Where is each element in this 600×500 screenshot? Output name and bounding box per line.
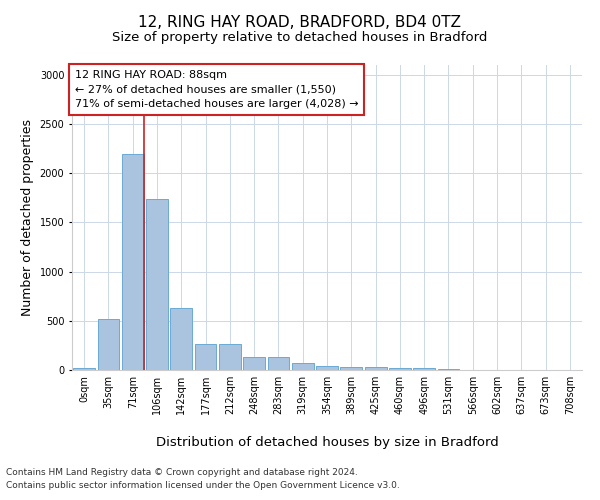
Bar (73, 368, 95, 370)
Text: Size of property relative to detached houses in Bradford: Size of property relative to detached ho… (112, 31, 488, 44)
Text: Distribution of detached houses by size in Bradford: Distribution of detached houses by size … (155, 436, 499, 449)
Text: 12, RING HAY ROAD, BRADFORD, BD4 0TZ: 12, RING HAY ROAD, BRADFORD, BD4 0TZ (139, 15, 461, 30)
Text: Contains HM Land Registry data © Crown copyright and database right 2024.: Contains HM Land Registry data © Crown c… (6, 468, 358, 477)
Bar (292, 363, 314, 370)
Bar (243, 356, 265, 370)
Bar (437, 368, 460, 370)
Bar (389, 368, 411, 370)
Y-axis label: Number of detached properties: Number of detached properties (21, 119, 34, 316)
Bar (97, 319, 119, 370)
Bar (146, 199, 168, 370)
Text: Contains public sector information licensed under the Open Government Licence v3: Contains public sector information licen… (6, 480, 400, 490)
Bar (365, 367, 386, 370)
Text: 12 RING HAY ROAD: 88sqm
← 27% of detached houses are smaller (1,550)
71% of semi: 12 RING HAY ROAD: 88sqm ← 27% of detache… (74, 70, 358, 109)
Bar (413, 368, 435, 370)
Bar (122, 154, 143, 370)
Bar (194, 344, 217, 370)
Bar (219, 344, 241, 370)
Bar (170, 308, 192, 370)
Bar (268, 356, 289, 370)
Bar (340, 367, 362, 370)
Bar (316, 366, 338, 370)
